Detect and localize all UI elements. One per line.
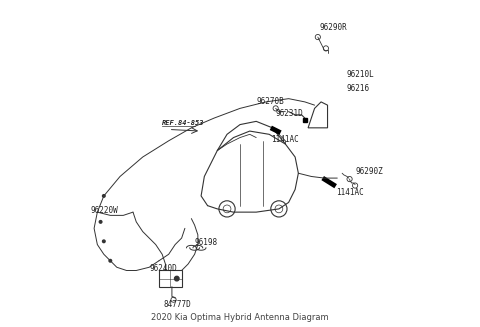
Text: 1141AC: 1141AC bbox=[336, 188, 363, 197]
Text: 1141AC: 1141AC bbox=[271, 135, 299, 144]
Bar bbox=[159, 270, 181, 287]
Text: 2020 Kia Optima Hybrid Antenna Diagram: 2020 Kia Optima Hybrid Antenna Diagram bbox=[151, 313, 329, 322]
Circle shape bbox=[175, 276, 179, 281]
Circle shape bbox=[103, 195, 105, 197]
Text: 96220W: 96220W bbox=[91, 206, 119, 215]
Text: REF.84-853: REF.84-853 bbox=[162, 120, 204, 126]
Text: 96270B: 96270B bbox=[256, 97, 284, 106]
Text: 96240D: 96240D bbox=[149, 264, 177, 273]
Circle shape bbox=[109, 259, 112, 262]
Circle shape bbox=[99, 221, 102, 223]
Text: 84777D: 84777D bbox=[164, 300, 192, 309]
Text: 96231D: 96231D bbox=[276, 109, 303, 118]
Text: 96290Z: 96290Z bbox=[355, 167, 383, 176]
Text: 96198: 96198 bbox=[194, 238, 218, 248]
Circle shape bbox=[103, 240, 105, 243]
Text: 96210L: 96210L bbox=[347, 70, 375, 79]
Text: 96290R: 96290R bbox=[319, 23, 347, 32]
Text: 96216: 96216 bbox=[347, 84, 370, 94]
